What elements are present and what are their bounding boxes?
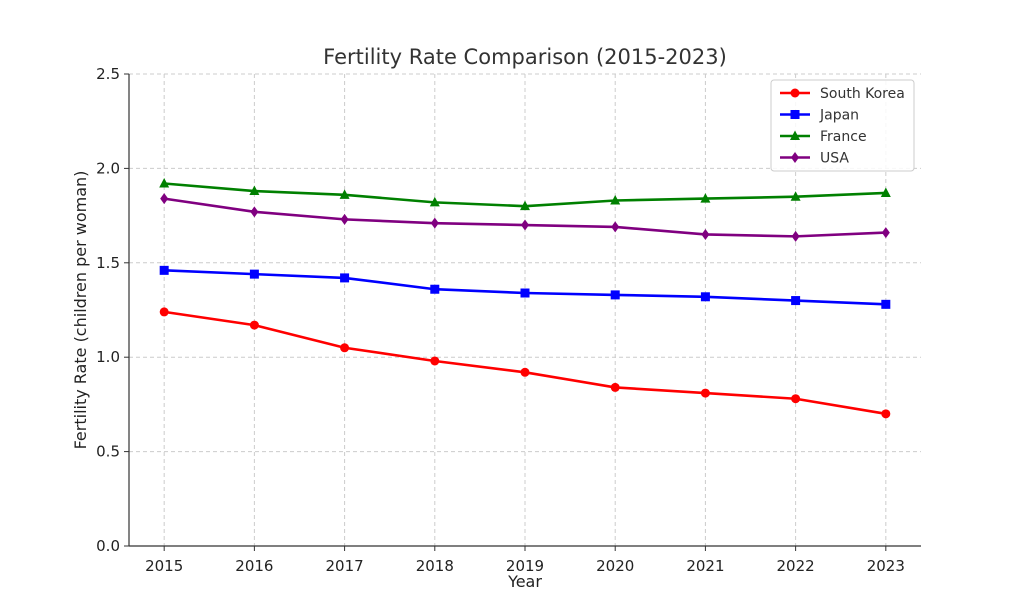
data-point-japan [249,269,259,279]
x-tick-label: 2015 [145,557,183,575]
legend-label-usa: USA [820,151,849,167]
legend-marker-usa [791,152,799,163]
data-point-france [249,185,260,196]
data-point-south-korea [610,382,620,392]
legend: South Korea Japan France USA [770,79,915,172]
data-point-france [880,187,891,197]
data-point-south-korea [520,367,530,377]
data-point-france [790,191,801,201]
data-point-south-korea [249,320,259,330]
y-tick-label: 1.0 [96,348,120,366]
legend-label-france: France [820,129,867,145]
data-point-france [339,189,350,199]
series-lines [159,178,891,419]
data-point-france [429,196,440,207]
data-point-usa [340,213,349,225]
y-tick-label: 2.5 [96,65,120,83]
data-point-usa [250,206,259,218]
data-point-france [700,193,711,203]
x-tick-label: 2020 [596,557,634,575]
legend-marker-japan [790,110,800,119]
x-axis-label: Year [507,572,542,591]
x-tick-label: 2017 [325,557,363,575]
y-tick-label: 0.0 [96,537,120,555]
data-point-japan [430,284,440,294]
data-point-japan [159,265,169,275]
legend-label-japan: Japan [819,108,859,124]
x-tick-label: 2018 [416,557,454,575]
data-point-usa [160,193,169,205]
data-point-france [610,194,621,205]
x-tick-label: 2021 [686,557,724,575]
x-tick-label: 2016 [235,557,273,575]
data-point-japan [881,299,891,309]
data-point-france [159,178,170,188]
data-point-south-korea [159,307,169,317]
data-point-japan [700,292,710,302]
data-point-usa [611,221,620,233]
data-point-usa [791,230,800,242]
x-tick-label: 2023 [867,557,905,575]
chart-title: Fertility Rate Comparison (2015-2023) [323,45,727,69]
y-axis-label: Fertility Rate (children per woman) [71,171,90,450]
y-tick-label: 0.5 [96,443,120,461]
data-point-south-korea [700,388,710,398]
data-point-japan [340,273,350,283]
data-point-japan [610,290,620,300]
x-tick-label: 2022 [777,557,815,575]
data-point-japan [520,288,530,298]
data-point-usa [521,219,529,231]
data-point-south-korea [881,409,891,419]
data-point-usa [430,217,439,229]
y-tick-label: 1.5 [96,254,120,272]
legend-label-south-korea: South Korea [820,86,905,102]
data-point-france [520,200,530,211]
data-point-usa [701,228,710,240]
data-point-usa [881,227,890,239]
data-point-japan [791,296,801,306]
legend-marker-france [790,130,800,140]
tick-labels: 2015 2016 2017 2018 2019 2020 2021 2022 2023 0.0 0… [96,65,905,575]
data-point-south-korea [430,356,440,366]
legend-marker-south-korea [790,88,800,98]
y-tick-label: 2.0 [96,159,120,177]
data-point-south-korea [340,343,350,353]
x-tick-label: 2019 [506,557,544,575]
legend-box [770,79,915,172]
data-point-south-korea [791,394,801,404]
